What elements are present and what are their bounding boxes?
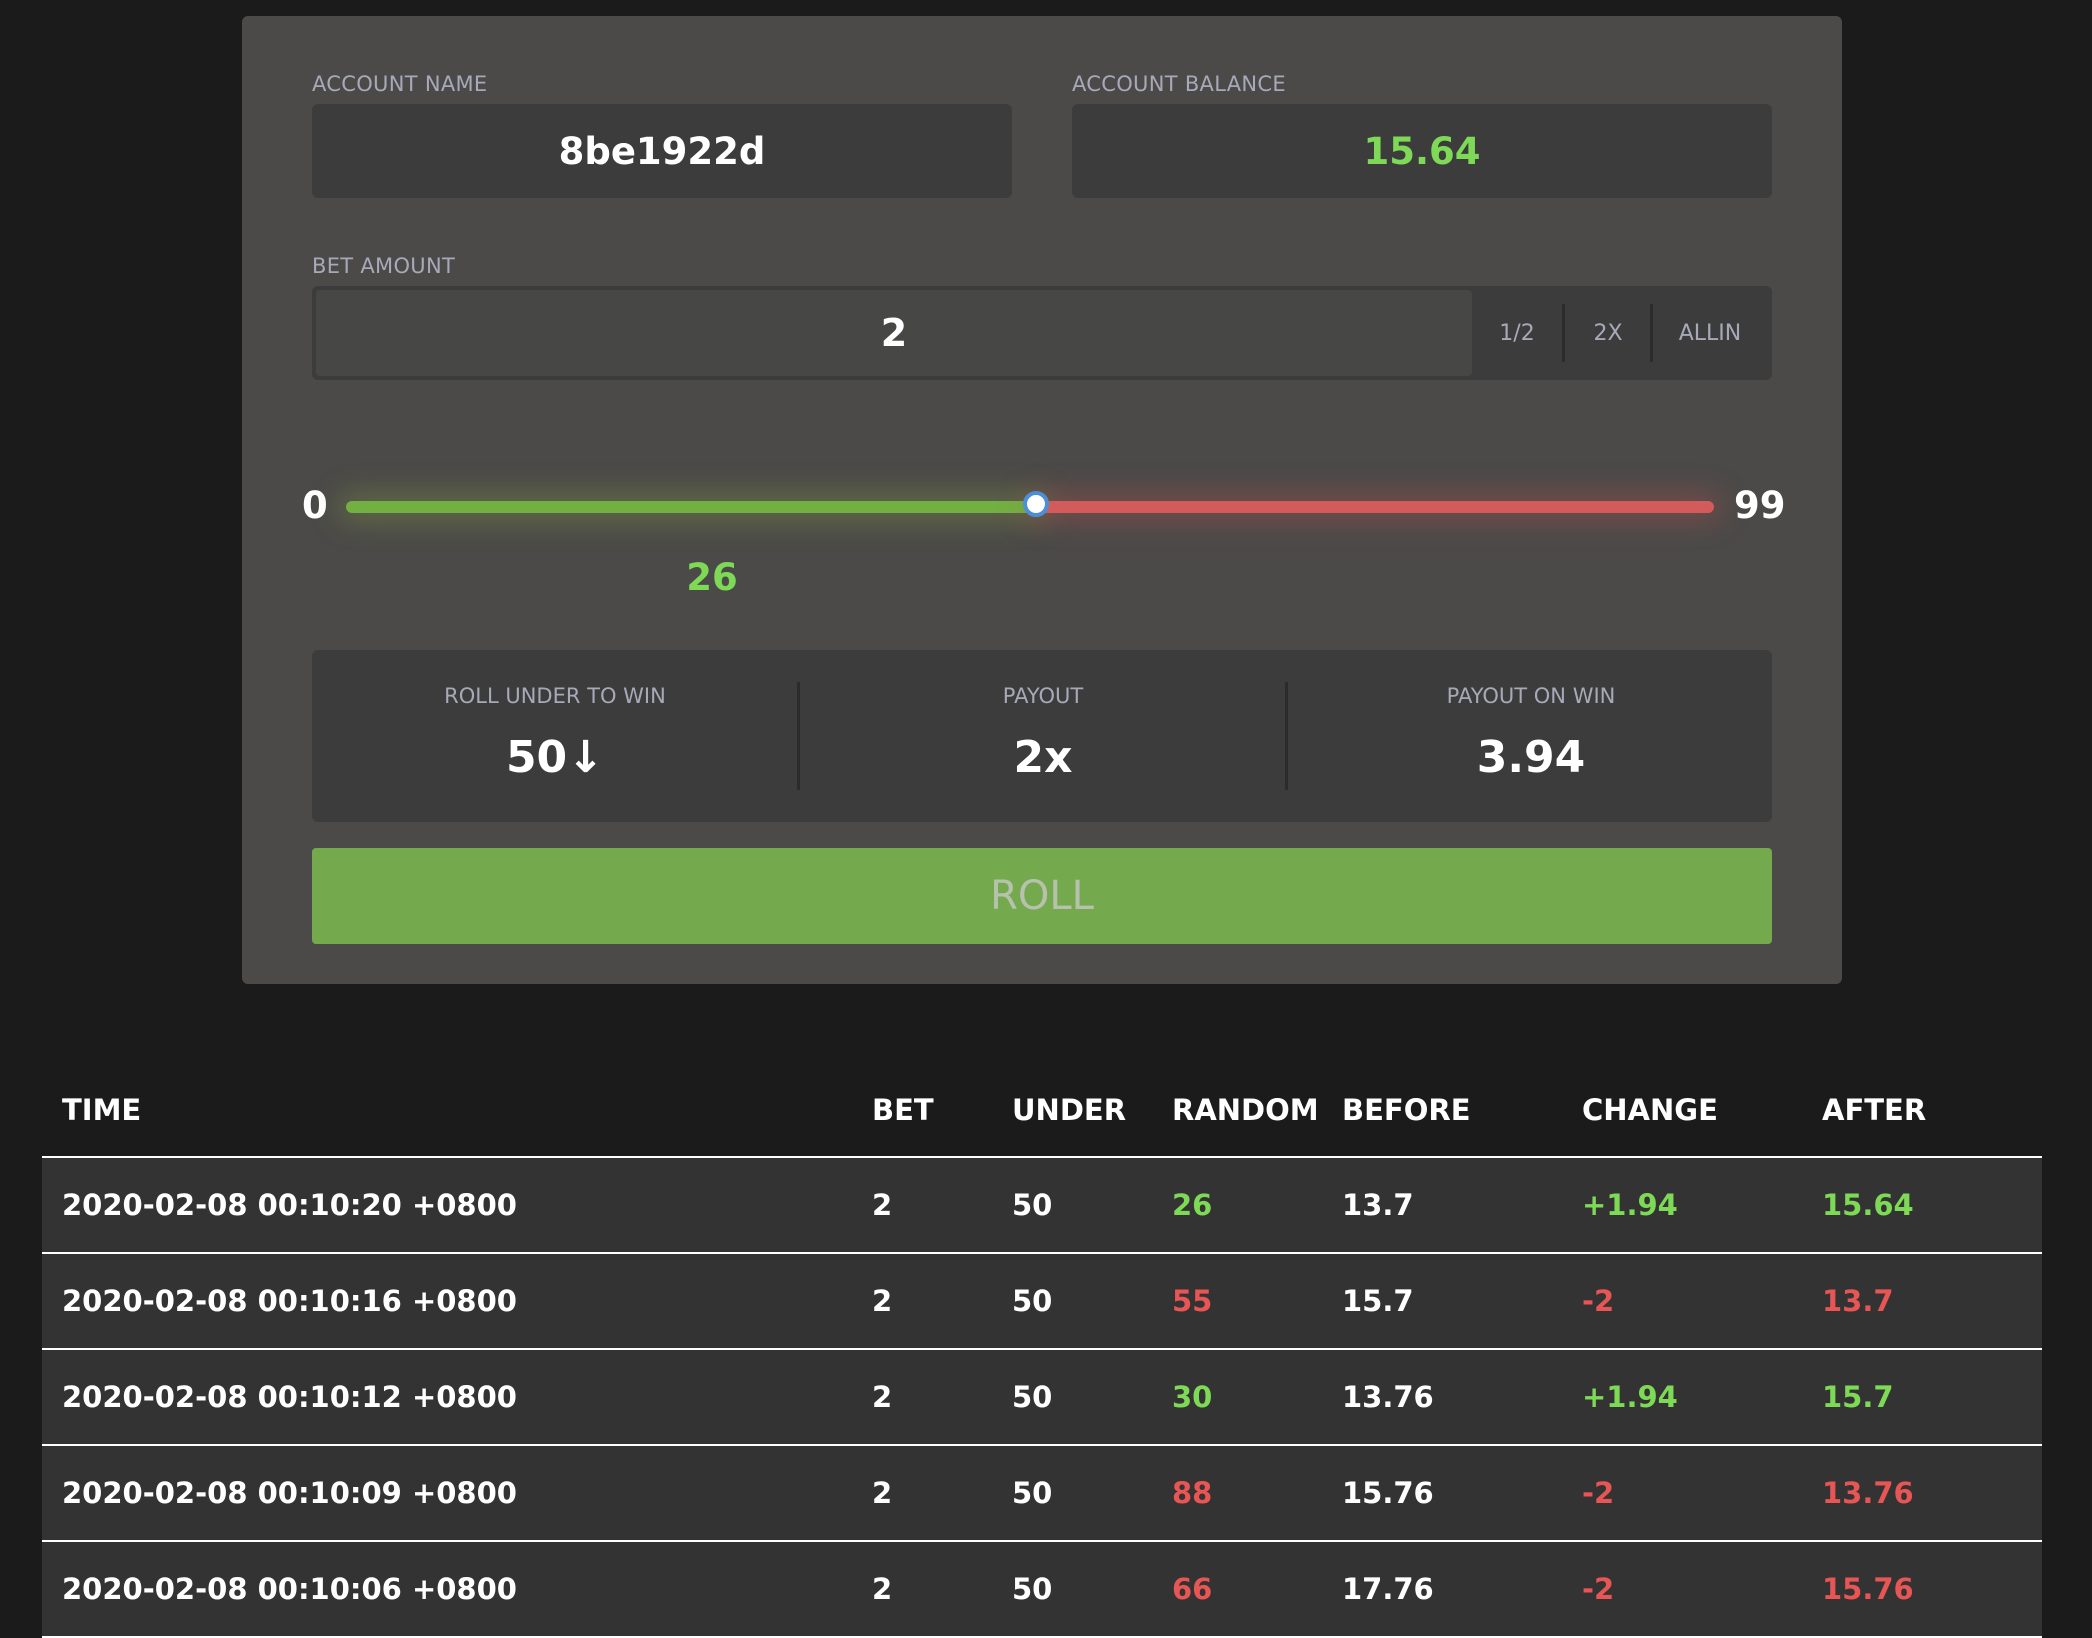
payout-label: PAYOUT [1002, 684, 1084, 708]
row-time: 2020-02-08 00:10:16 +0800 [62, 1284, 517, 1318]
roll-under-stat: ROLL UNDER TO WIN 50↓ [312, 650, 798, 822]
account-balance-label: ACCOUNT BALANCE [1072, 72, 1286, 96]
row-after: 15.76 [1822, 1572, 1914, 1606]
row-change: -2 [1582, 1476, 1615, 1510]
slider-thumb[interactable] [1023, 491, 1049, 517]
row-before: 17.76 [1342, 1572, 1434, 1606]
row-under: 50 [1012, 1476, 1053, 1510]
slider-min-label: 0 [302, 484, 328, 527]
row-under: 50 [1012, 1284, 1053, 1318]
header-time: TIME [62, 1093, 142, 1127]
row-random: 66 [1172, 1572, 1213, 1606]
slider-lose-track[interactable] [1032, 501, 1714, 513]
row-random: 30 [1172, 1380, 1213, 1414]
bet-divider [1650, 304, 1653, 362]
row-bet: 2 [872, 1380, 893, 1414]
bet-amount-label: BET AMOUNT [312, 254, 456, 278]
account-name-field: 8be1922d [312, 104, 1012, 198]
row-bet: 2 [872, 1188, 893, 1222]
row-after: 13.76 [1822, 1476, 1914, 1510]
header-random: RANDOM [1172, 1093, 1319, 1127]
roll-under-value: 50↓ [505, 732, 605, 783]
row-bet: 2 [872, 1476, 893, 1510]
table-row: 2020-02-08 00:10:16 +0800 2 50 55 15.7 -… [42, 1254, 2042, 1350]
payout-stat: PAYOUT 2x [800, 650, 1286, 822]
half-bet-button[interactable]: 1/2 [1499, 320, 1535, 346]
row-time: 2020-02-08 00:10:09 +0800 [62, 1476, 517, 1510]
table-row: 2020-02-08 00:10:12 +0800 2 50 30 13.76 … [42, 1350, 2042, 1446]
row-change: +1.94 [1582, 1380, 1678, 1414]
row-change: +1.94 [1582, 1188, 1678, 1222]
roll-under-label: ROLL UNDER TO WIN [444, 684, 666, 708]
double-bet-button[interactable]: 2X [1593, 320, 1623, 346]
row-time: 2020-02-08 00:10:12 +0800 [62, 1380, 517, 1414]
stat-divider [797, 682, 800, 790]
payout-on-win-value: 3.94 [1476, 732, 1586, 783]
table-row: 2020-02-08 00:10:09 +0800 2 50 88 15.76 … [42, 1446, 2042, 1542]
header-after: AFTER [1822, 1093, 1927, 1127]
row-change: -2 [1582, 1572, 1615, 1606]
row-time: 2020-02-08 00:10:20 +0800 [62, 1188, 517, 1222]
stat-divider [1285, 682, 1288, 790]
bet-stats: ROLL UNDER TO WIN 50↓ PAYOUT 2x PAYOUT O… [312, 650, 1772, 822]
dice-panel: ACCOUNT NAME 8be1922d ACCOUNT BALANCE 15… [242, 16, 1842, 984]
roll-button[interactable]: ROLL [312, 848, 1772, 944]
all-in-button[interactable]: ALLIN [1678, 320, 1742, 346]
row-time: 2020-02-08 00:10:06 +0800 [62, 1572, 517, 1606]
slider-max-label: 99 [1734, 484, 1786, 527]
table-row: 2020-02-08 00:10:06 +0800 2 50 66 17.76 … [42, 1542, 2042, 1638]
row-before: 15.7 [1342, 1284, 1414, 1318]
row-change: -2 [1582, 1284, 1615, 1318]
bet-divider [1562, 304, 1565, 362]
slider-win-track[interactable] [346, 501, 1042, 513]
header-before: BEFORE [1342, 1093, 1471, 1127]
bet-amount-input[interactable] [316, 290, 1472, 376]
row-random: 26 [1172, 1188, 1213, 1222]
account-name-label: ACCOUNT NAME [312, 72, 488, 96]
payout-on-win-label: PAYOUT ON WIN [1446, 684, 1616, 708]
header-under: UNDER [1012, 1093, 1127, 1127]
row-under: 50 [1012, 1572, 1053, 1606]
bet-amount-group: 1/2 2X ALLIN [312, 286, 1772, 380]
payout-value: 2x [1013, 732, 1073, 783]
roll-result-value: 26 [686, 556, 738, 599]
row-random: 88 [1172, 1476, 1213, 1510]
row-after: 15.64 [1822, 1188, 1914, 1222]
bet-history-table: TIME BET UNDER RANDOM BEFORE CHANGE AFTE… [42, 1062, 2042, 1638]
row-after: 15.7 [1822, 1380, 1894, 1414]
row-under: 50 [1012, 1188, 1053, 1222]
header-bet: BET [872, 1093, 934, 1127]
table-row: 2020-02-08 00:10:20 +0800 2 50 26 13.7 +… [42, 1158, 2042, 1254]
account-balance-field: 15.64 [1072, 104, 1772, 198]
row-bet: 2 [872, 1572, 893, 1606]
row-bet: 2 [872, 1284, 893, 1318]
row-before: 13.76 [1342, 1380, 1434, 1414]
table-header-row: TIME BET UNDER RANDOM BEFORE CHANGE AFTE… [42, 1062, 2042, 1158]
row-before: 13.7 [1342, 1188, 1414, 1222]
row-after: 13.7 [1822, 1284, 1894, 1318]
payout-on-win-stat: PAYOUT ON WIN 3.94 [1288, 650, 1774, 822]
row-random: 55 [1172, 1284, 1213, 1318]
row-under: 50 [1012, 1380, 1053, 1414]
header-change: CHANGE [1582, 1093, 1718, 1127]
row-before: 15.76 [1342, 1476, 1434, 1510]
